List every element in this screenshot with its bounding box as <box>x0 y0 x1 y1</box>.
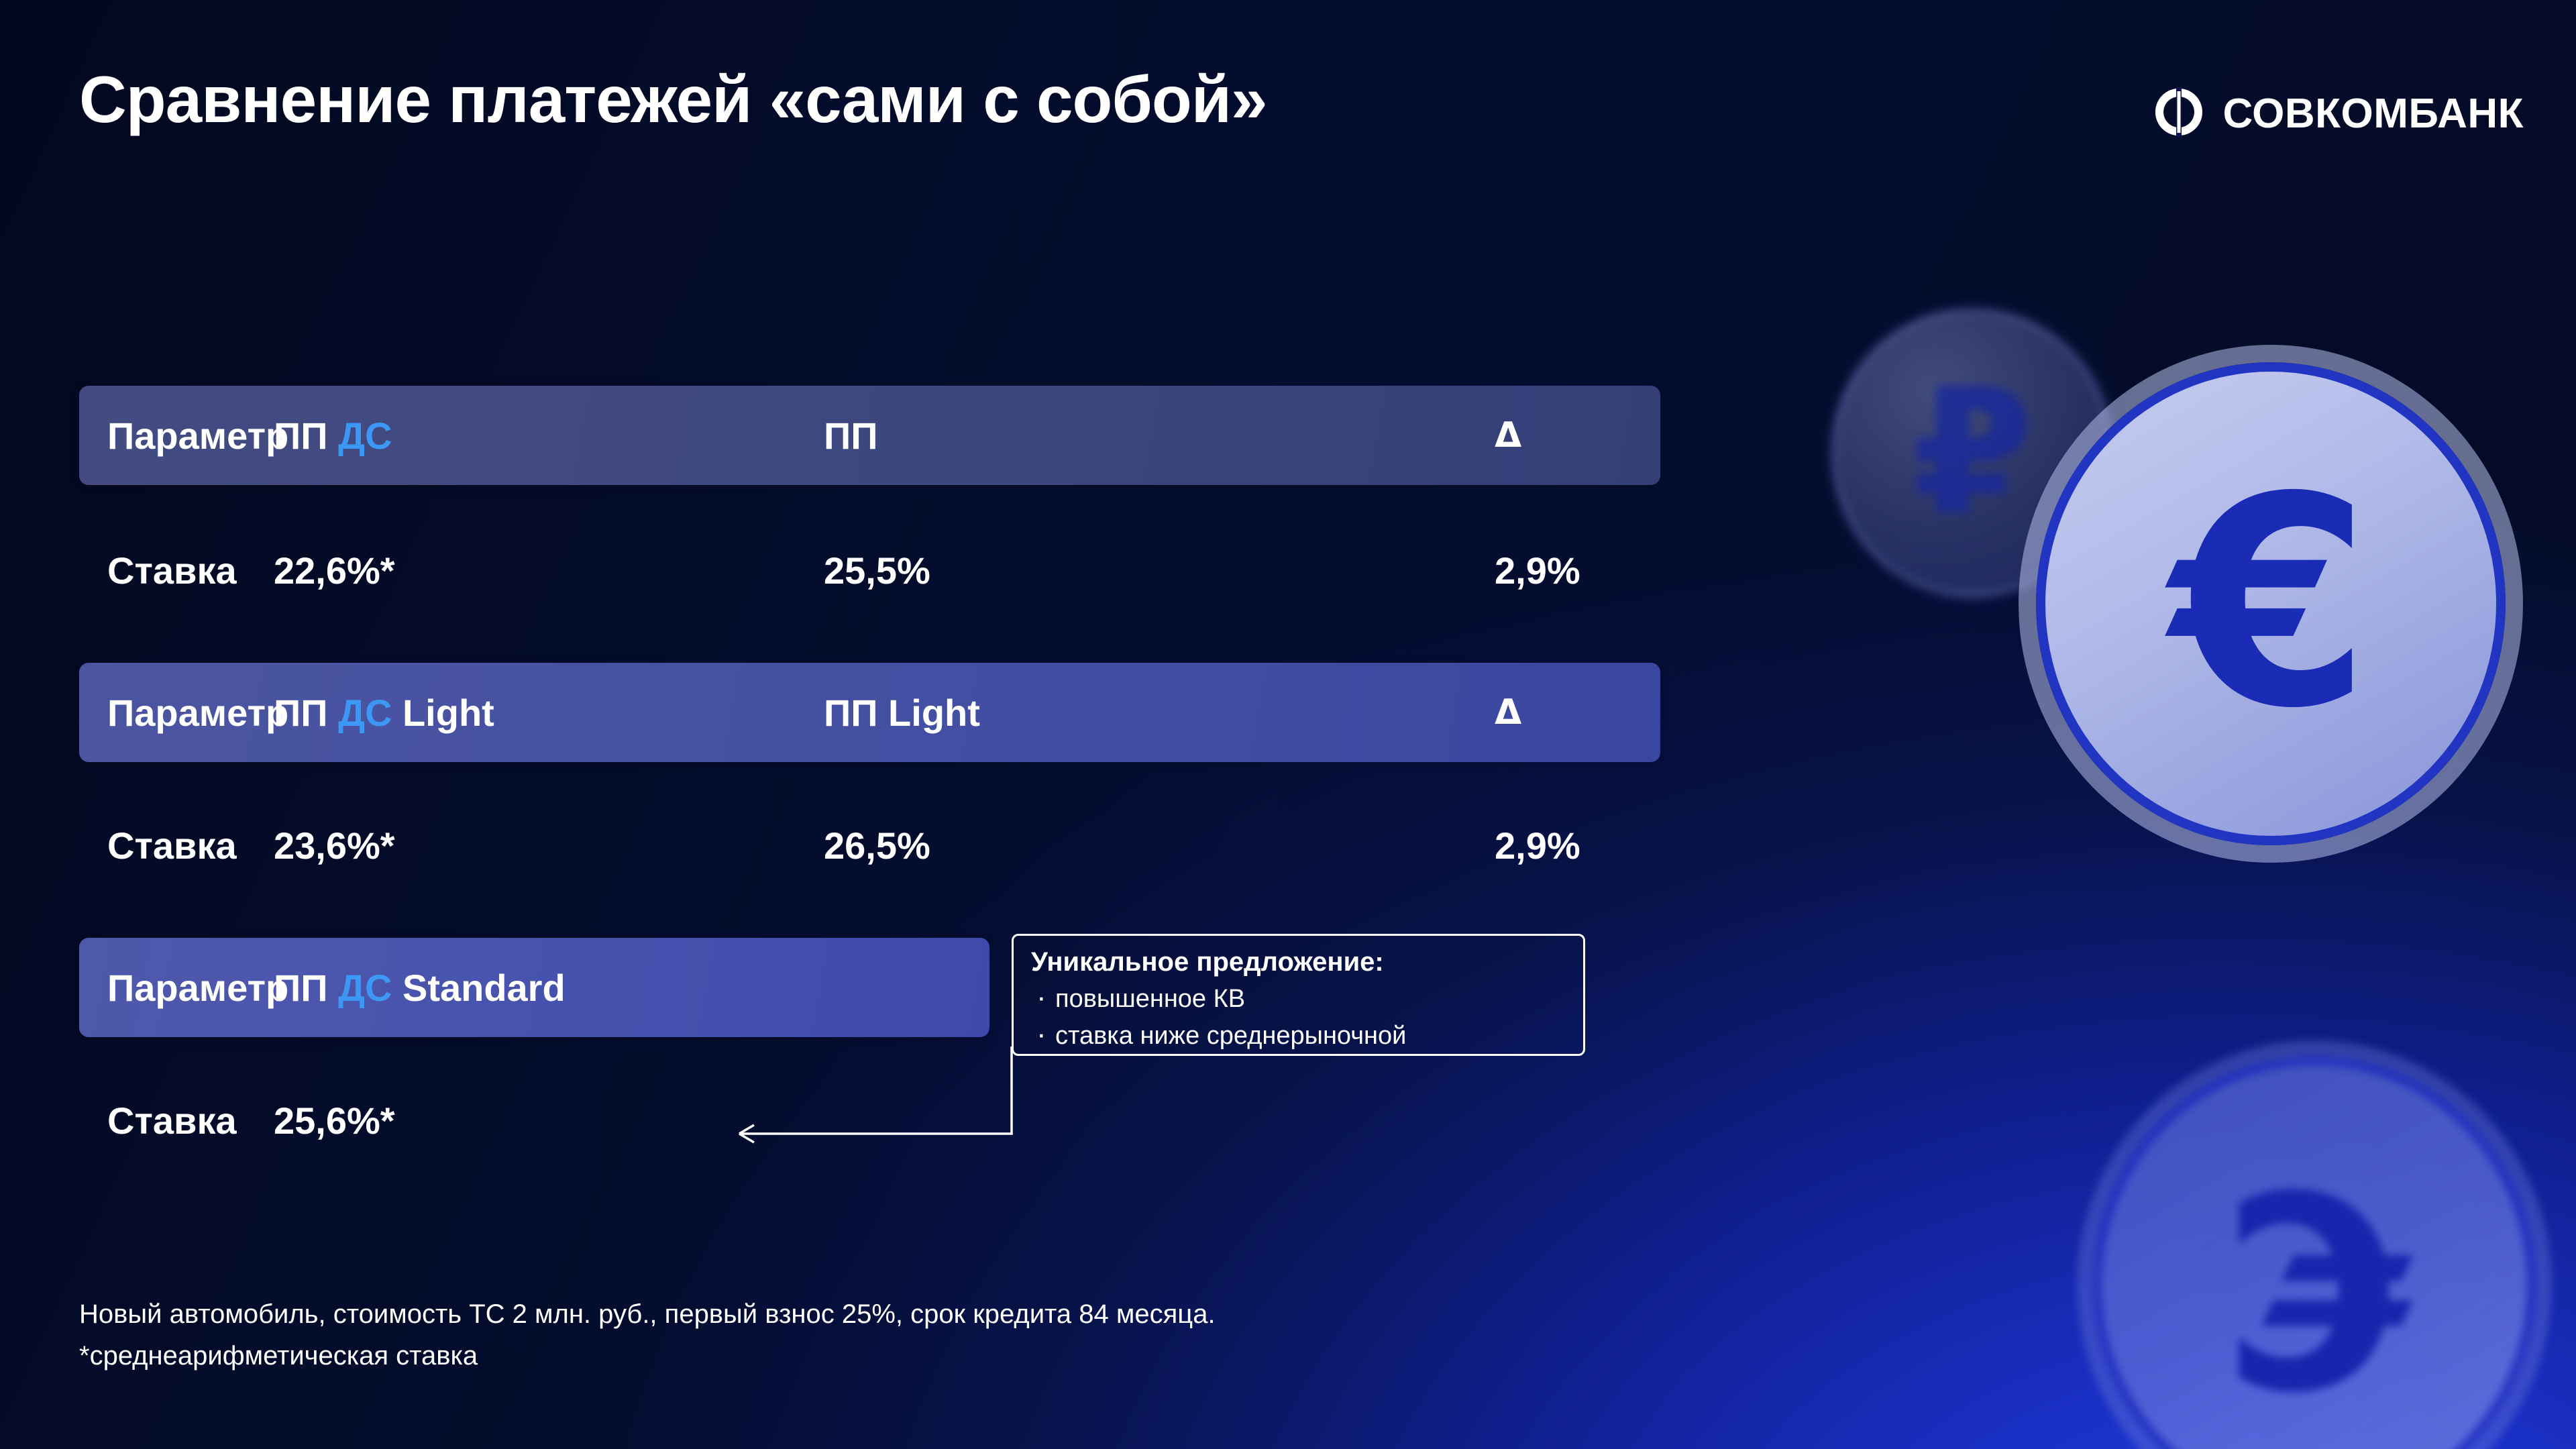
header-col-b-label: ПП <box>824 414 878 457</box>
header-delta-label: Δ <box>1495 692 1522 733</box>
row-col-a-value: 22,6%* <box>274 549 395 592</box>
footnote-line-2: *среднеарифметическая ставка <box>79 1341 478 1371</box>
ruble-sign-icon: ₽ <box>1911 352 2033 554</box>
euro-sign-icon: € <box>2170 436 2371 771</box>
row-delta-value: 2,9% <box>1495 824 1580 867</box>
callout-connector-arrow <box>739 1046 1013 1144</box>
header-col-a-label: ПП ДС <box>274 414 392 457</box>
row-param-label: Ставка <box>107 549 237 592</box>
row-param-label: Ставка <box>107 1099 237 1142</box>
header-param-label: Параметр <box>107 414 289 457</box>
header-param-label: Параметр <box>107 691 289 734</box>
callout-list-item: повышенное КВ <box>1031 979 1566 1016</box>
logo-wordmark: СОВКОМБАНК <box>2222 91 2524 137</box>
table-header-row: Параметр ПП ДС ПП Δ <box>79 386 1660 485</box>
table-header-row: Параметр ПП ДС Light ПП Light Δ <box>79 663 1660 762</box>
header-col-a-label: ПП ДС Light <box>274 691 494 734</box>
row-col-b-value: 26,5% <box>824 824 930 867</box>
brand-logo: СОВКОМБАНК <box>2154 87 2524 140</box>
footnote: Новый автомобиль, стоимость ТС 2 млн. ру… <box>79 1293 1216 1377</box>
row-col-a-value: 25,6%* <box>274 1099 395 1142</box>
header-delta-label: Δ <box>1495 415 1522 455</box>
row-param-label: Ставка <box>107 824 237 867</box>
callout-box: Уникальное предложение: повышенное КВ ст… <box>1012 934 1585 1056</box>
header-col-b-label: ПП Light <box>824 691 980 734</box>
row-delta-value: 2,9% <box>1495 549 1580 592</box>
callout-list-item: ставка ниже среднерыночной <box>1031 1016 1566 1053</box>
page-title: Сравнение платежей «сами с собой» <box>79 62 1267 136</box>
sovcombank-circle-icon <box>2154 87 2204 140</box>
header-col-a-label: ПП ДС Standard <box>274 966 566 1009</box>
callout-title: Уникальное предложение: <box>1031 947 1384 977</box>
table-header-row: Параметр ПП ДС Standard <box>79 938 989 1037</box>
header-param-label: Параметр <box>107 966 289 1009</box>
row-col-a-value: 23,6%* <box>274 824 395 867</box>
footnote-line-1: Новый автомобиль, стоимость ТС 2 млн. ру… <box>79 1299 1216 1329</box>
row-col-b-value: 25,5% <box>824 549 930 592</box>
